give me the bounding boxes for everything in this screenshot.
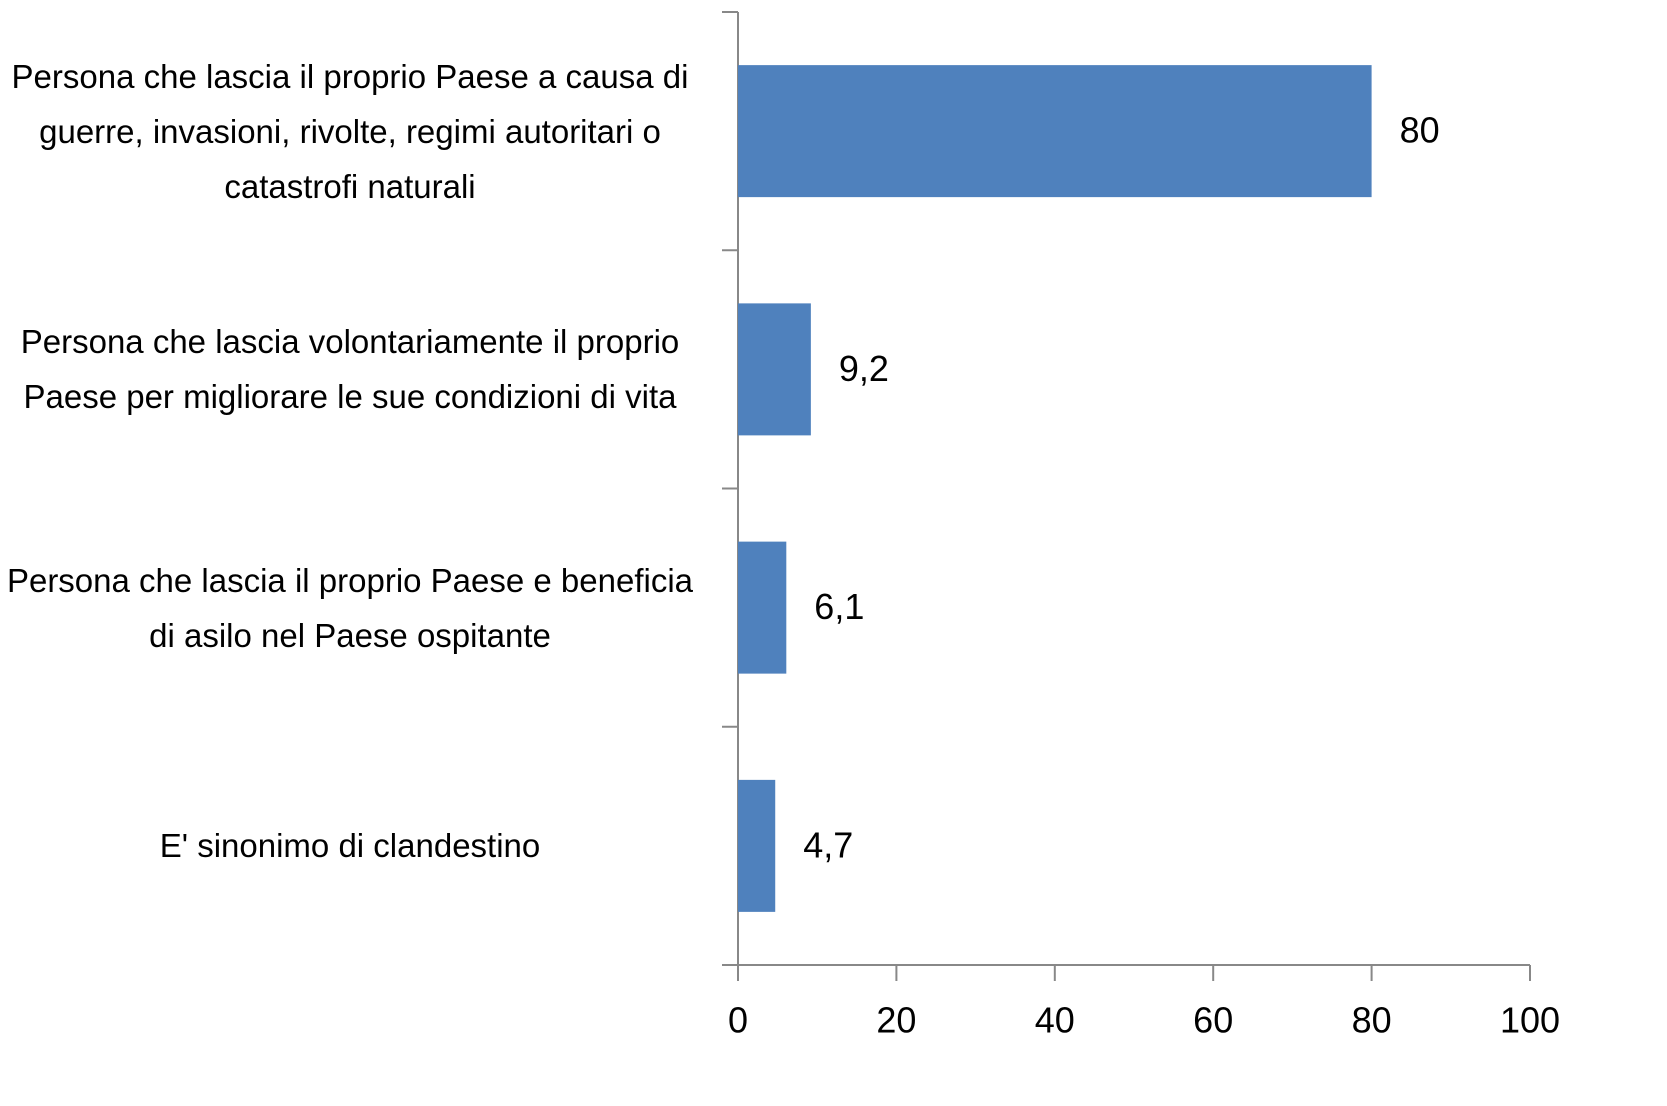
category-label-box: Persona che lascia il proprio Paese a ca… [0, 12, 700, 250]
bar [738, 541, 787, 674]
x-tick-label: 100 [1500, 1000, 1560, 1041]
data-label: 80 [1400, 110, 1440, 151]
data-label: 9,2 [839, 348, 889, 389]
bar [738, 303, 811, 436]
category-label-box: Persona che lascia il proprio Paese e be… [0, 489, 700, 727]
y-tick-label: E' sinonimo di clandestino [159, 827, 541, 865]
x-tick-label: 40 [1035, 1000, 1075, 1041]
y-tick-label: Persona che lascia volontariamente il pr… [20, 323, 680, 416]
bar [738, 65, 1372, 198]
x-tick-label: 60 [1193, 1000, 1233, 1041]
category-label-box: Persona che lascia volontariamente il pr… [0, 250, 700, 488]
data-label: 6,1 [814, 586, 864, 627]
category-label-box: E' sinonimo di clandestino [0, 727, 700, 965]
y-tick-label: Persona che lascia il proprio Paese a ca… [11, 57, 689, 205]
y-tick-label: Persona che lascia il proprio Paese e be… [6, 561, 694, 654]
x-tick-label: 80 [1352, 1000, 1392, 1041]
data-label: 4,7 [803, 824, 853, 865]
x-tick-label: 0 [728, 1000, 748, 1041]
x-tick-label: 20 [876, 1000, 916, 1041]
bar [738, 779, 776, 912]
